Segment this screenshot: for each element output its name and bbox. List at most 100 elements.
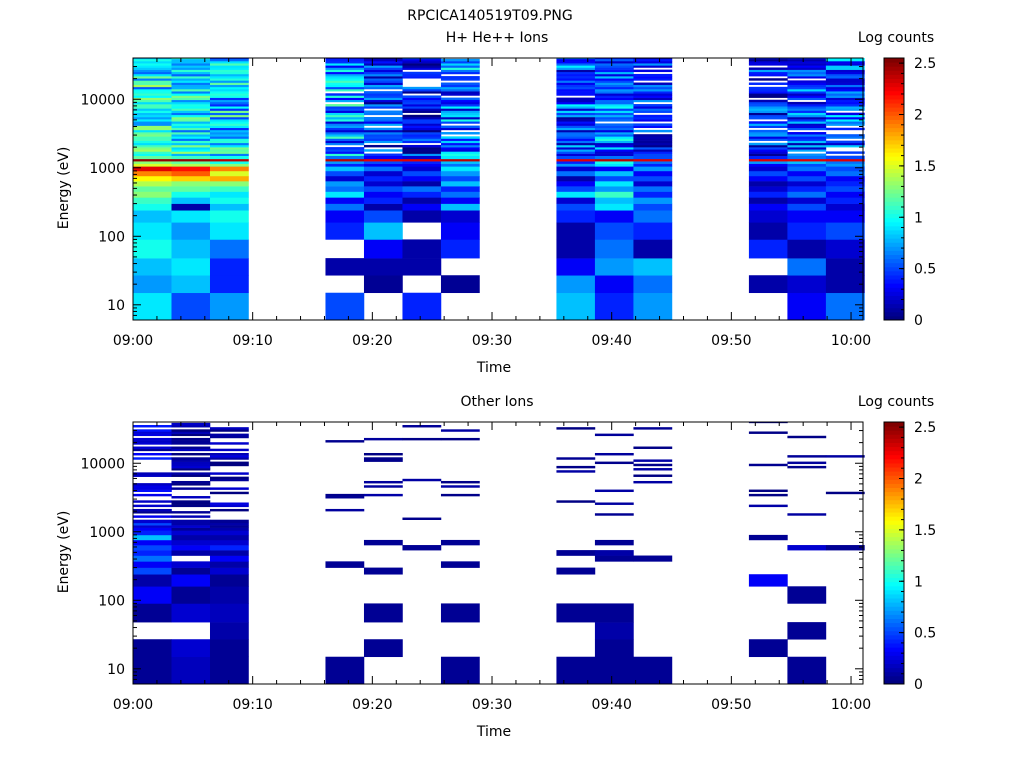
heatmap-cell — [440, 166, 480, 172]
heatmap-cell — [402, 65, 442, 68]
heatmap-cell — [209, 76, 249, 79]
heatmap-cell — [171, 163, 211, 167]
colorbar-tick-label: 0 — [914, 313, 923, 329]
heatmap-cell — [748, 422, 788, 424]
heatmap-cell — [748, 210, 788, 223]
heatmap-cell — [825, 84, 865, 88]
heatmap-cell — [171, 275, 211, 294]
colorbar-swatch — [884, 643, 904, 648]
colorbar-swatch — [884, 160, 904, 165]
heatmap-cell — [363, 86, 403, 90]
heatmap-cell — [633, 69, 673, 73]
heatmap-cell — [209, 125, 249, 129]
heatmap-cell — [556, 181, 596, 187]
colorbar-tick-label: 0.5 — [914, 262, 936, 278]
heatmap-cell — [594, 82, 634, 85]
colorbar-swatch — [884, 548, 904, 554]
heatmap-cell — [440, 65, 480, 68]
heatmap-cell — [171, 136, 211, 139]
heatmap-cell — [594, 166, 634, 172]
heatmap-cell — [325, 258, 365, 276]
heatmap-cell — [825, 181, 865, 187]
heatmap-cell — [594, 88, 634, 92]
colorbar-swatch — [884, 127, 904, 133]
heatmap-cell — [171, 73, 211, 77]
heatmap-cell — [594, 433, 634, 437]
heatmap-cell — [594, 108, 634, 111]
heatmap-cell — [825, 69, 865, 73]
heatmap-cell — [363, 112, 403, 116]
heatmap-cell — [633, 104, 673, 107]
heatmap-cell — [787, 161, 827, 164]
heatmap-cell — [556, 97, 596, 101]
heatmap-cell — [825, 116, 865, 120]
heatmap-cell — [171, 480, 211, 484]
heatmap-cell — [633, 222, 673, 240]
heatmap-cell — [133, 550, 172, 556]
colorbar-swatch — [884, 180, 904, 186]
heatmap-cell — [171, 500, 211, 503]
heatmap-cell — [209, 455, 249, 458]
colorbar-swatch — [884, 528, 904, 534]
heatmap-cell — [209, 527, 249, 531]
heatmap-cell — [556, 142, 596, 146]
heatmap-cell — [594, 71, 634, 75]
heatmap-cell — [209, 78, 249, 81]
heatmap-cell — [633, 239, 673, 259]
heatmap-cell — [440, 138, 480, 141]
heatmap-cell — [594, 86, 634, 90]
heatmap-cell — [133, 58, 172, 60]
heatmap-cell — [325, 292, 365, 321]
heatmap-cell — [325, 123, 365, 126]
heatmap-cell — [402, 101, 442, 105]
heatmap-cell — [209, 166, 249, 172]
heatmap-cell — [209, 622, 249, 640]
heatmap-cell — [209, 134, 249, 137]
heatmap-cell — [171, 104, 211, 107]
colorbar-swatch — [884, 311, 904, 317]
heatmap-cell — [325, 222, 365, 240]
heatmap-cell — [825, 127, 865, 131]
panel-h-he-ions: H+ He++ Ions Log counts Time Energy (eV)… — [56, 30, 936, 376]
heatmap-cell — [556, 58, 596, 60]
heatmap-cell — [402, 67, 442, 70]
heatmap-cell — [594, 603, 634, 623]
heatmap-cell — [594, 114, 634, 118]
heatmap-cell — [363, 123, 403, 126]
heatmap-cell — [171, 121, 211, 124]
heatmap-cell — [209, 142, 249, 146]
heatmap-cell — [825, 91, 865, 94]
heatmap-cell — [209, 239, 249, 259]
heatmap-cell — [440, 99, 480, 103]
heatmap-cell — [825, 76, 865, 79]
colorbar-tick-label: 2.5 — [914, 56, 936, 72]
heatmap-cell — [825, 142, 865, 146]
colorbar-swatch — [884, 197, 904, 202]
colorbar-swatch — [884, 234, 904, 239]
heatmap-cell — [594, 186, 634, 192]
heatmap-cell — [363, 116, 403, 120]
heatmap-cell — [209, 656, 249, 685]
heatmap-cell — [209, 123, 249, 126]
heatmap-cell — [133, 76, 172, 79]
heatmap-cell — [633, 78, 673, 81]
heatmap-cell — [171, 166, 211, 172]
heatmap-cell — [133, 151, 172, 154]
heatmap-cell — [209, 442, 249, 445]
heatmap-cell — [402, 88, 442, 92]
heatmap-cell — [363, 121, 403, 124]
heatmap-cell — [209, 561, 249, 568]
heatmap-cell — [133, 433, 172, 437]
heatmap-cell — [787, 127, 827, 131]
colorbar-swatch — [884, 516, 904, 521]
colorbar-tick-label: 1.5 — [914, 523, 936, 539]
heatmap-cell — [171, 110, 211, 113]
colorbar-swatch — [884, 442, 904, 448]
heatmap-cell — [171, 502, 211, 505]
heatmap-cell — [402, 158, 442, 162]
heatmap-cell — [171, 511, 211, 514]
heatmap-cell — [402, 123, 442, 126]
colorbar: 0 0.5 1 1.5 2 2.5 — [883, 56, 936, 329]
heatmap-cell — [825, 58, 865, 62]
heatmap-cell — [748, 58, 788, 62]
